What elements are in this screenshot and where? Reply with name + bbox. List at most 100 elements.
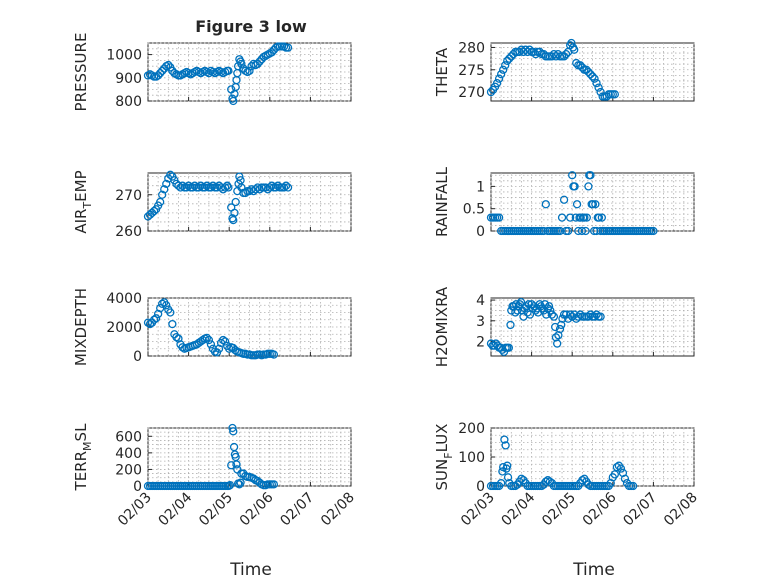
data-point (559, 195, 569, 204)
data-point (232, 460, 241, 469)
data-point (158, 66, 167, 75)
data-point (153, 71, 163, 80)
y-tick-label: 200 (115, 462, 142, 478)
x-tick-label: 02/07 (277, 490, 317, 530)
data-point (568, 171, 577, 180)
data-point (504, 343, 514, 352)
data-point (516, 297, 526, 307)
data-point (582, 65, 591, 74)
data-point (563, 314, 573, 323)
data-point (566, 213, 575, 222)
y-axis-label: SUNFLUX (433, 424, 455, 491)
data-point (237, 59, 246, 69)
data-point (525, 45, 534, 54)
subplot-sun-flux: 0 100 200 02/03 02/04 02/05 02/06 02/07 02/08 SUN… (433, 421, 701, 529)
data-point (559, 52, 569, 61)
y-tick-label: 0.5 (463, 202, 485, 218)
data-point (500, 435, 509, 444)
x-tick-label: 02/06 (237, 489, 277, 529)
y-tick-label: 4000 (106, 291, 142, 307)
data-point (588, 72, 597, 81)
data-point (281, 181, 291, 190)
data-point (223, 181, 232, 190)
data-point (269, 350, 279, 359)
data-point (503, 56, 512, 65)
x-tick-label: 02/04 (499, 489, 539, 529)
data-point (220, 337, 230, 346)
data-point (584, 480, 593, 489)
data-point (541, 200, 550, 209)
x-tick-label: 02/05 (196, 490, 236, 530)
data-point (166, 308, 175, 317)
y-tick-label: 275 (458, 63, 485, 79)
data-point (582, 213, 591, 222)
data-point (576, 61, 585, 70)
data-point (574, 312, 583, 321)
data-point (523, 47, 532, 57)
data-point (567, 38, 576, 48)
data-point (572, 58, 581, 68)
data-point (551, 52, 561, 61)
data-point (158, 299, 167, 308)
y-tick-label: 4 (476, 293, 485, 309)
data-point (200, 183, 209, 192)
grid (490, 43, 695, 101)
data-point (160, 185, 169, 194)
data-point (283, 183, 293, 192)
data-point (176, 183, 185, 192)
data-point (162, 179, 171, 189)
series-markers (486, 297, 605, 357)
data-point (596, 312, 605, 321)
data-point (507, 306, 516, 315)
data-point (486, 87, 496, 97)
data-point (182, 183, 191, 192)
data-point (541, 477, 550, 486)
data-point (496, 70, 506, 79)
data-point (612, 462, 622, 472)
y-tick-label: 0 (476, 479, 485, 495)
x-tick-label: 02/07 (620, 490, 660, 530)
subplot-rainfall: 0 0.5 1 RAINFALL (433, 166, 695, 240)
data-point (283, 43, 293, 52)
y-axis-label: AIRTEMP (72, 170, 94, 233)
data-point (570, 182, 579, 191)
y-tick-label: 260 (115, 224, 142, 240)
series-markers (486, 38, 619, 101)
data-point (535, 47, 544, 57)
data-point (158, 190, 167, 199)
data-point (610, 470, 619, 479)
data-point (198, 335, 207, 345)
data-point (172, 332, 181, 342)
data-point (561, 50, 571, 59)
data-point (577, 226, 587, 236)
data-point (225, 344, 234, 353)
data-point (149, 315, 159, 324)
series-markers (143, 170, 293, 225)
data-point (218, 335, 228, 345)
y-tick-label: 400 (115, 446, 142, 462)
x-axis-label-left: Time (229, 560, 272, 580)
data-point (590, 312, 599, 321)
data-point (206, 183, 216, 192)
data-point (505, 54, 514, 63)
y-tick-label: 1 (476, 179, 485, 195)
data-point (616, 464, 626, 473)
data-point (580, 213, 589, 222)
data-point (225, 481, 235, 490)
x-axis-label-right: Time (572, 560, 615, 580)
y-tick-label: 600 (115, 429, 142, 445)
x-tick-label: 02/08 (318, 490, 358, 530)
data-point (227, 461, 236, 470)
x-tick-label: 02/08 (661, 490, 701, 530)
series-markers (143, 423, 279, 491)
data-point (156, 197, 165, 207)
data-point (503, 461, 512, 470)
data-point (196, 181, 205, 190)
data-point (206, 340, 216, 349)
series-markers (486, 435, 638, 491)
data-point (544, 302, 554, 311)
y-tick-label: 0 (476, 224, 485, 240)
y-tick-label: 800 (115, 94, 142, 110)
data-point (591, 200, 600, 209)
